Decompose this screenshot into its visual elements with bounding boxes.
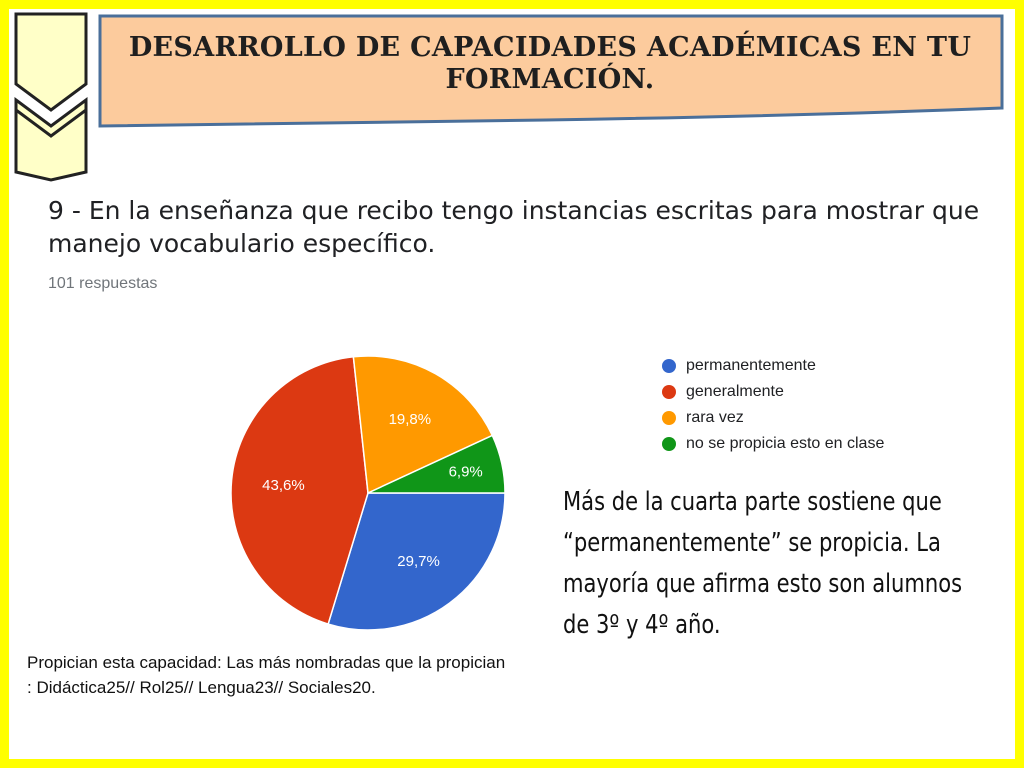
pie-slice-no-se-propicia <box>367 434 506 494</box>
chevron-decoration-icon <box>14 12 88 182</box>
legend-dot <box>662 411 676 425</box>
legend-item-generalmente: generalmente <box>662 379 884 405</box>
slide-title: DESARROLLO DE CAPACIDADES ACADÉMICAS EN … <box>128 32 972 95</box>
pie-label-rara-vez: 19,8% <box>389 411 432 428</box>
legend-dot <box>662 385 676 399</box>
legend-item-no-se-propicia: no se propicia esto en clase <box>662 431 884 457</box>
legend-dot <box>662 437 676 451</box>
pie-chart: 29,7% 43,6% 19,8% 6,9% <box>230 355 506 631</box>
legend-item-rara-vez: rara vez <box>662 405 884 431</box>
legend-label: permanentemente <box>686 357 816 374</box>
pie-label-no-se-propicia: 6,9% <box>449 463 483 480</box>
question-title: 9 - En la enseñanza que recibo tengo ins… <box>48 196 980 258</box>
legend-dot <box>662 359 676 373</box>
pie-slice-permanentemente <box>327 492 506 631</box>
response-count: 101 respuestas <box>48 275 158 292</box>
pie-label-generalmente: 43,6% <box>262 477 305 494</box>
title-banner <box>98 14 1004 128</box>
pie-label-permanentemente: 29,7% <box>397 553 440 570</box>
legend-label: no se propicia esto en clase <box>686 435 885 452</box>
pie-slice-generalmente <box>230 355 369 626</box>
pie-slice-rara-vez <box>352 355 494 495</box>
footnote-text: Propician esta capacidad: Las más nombra… <box>27 653 506 697</box>
legend-item-permanentemente: permanentemente <box>662 353 884 379</box>
legend-label: generalmente <box>686 383 784 400</box>
chart-legend: permanentemente generalmente rara vez no… <box>662 353 884 457</box>
legend-label: rara vez <box>686 409 744 426</box>
analysis-comment: Más de la cuarta parte sostiene que “per… <box>563 487 963 640</box>
